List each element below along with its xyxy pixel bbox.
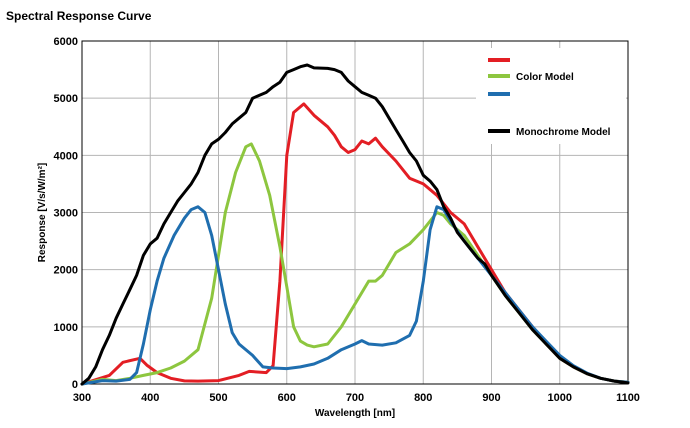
x-tick-label: 900 bbox=[482, 392, 500, 404]
series-lines bbox=[80, 63, 630, 386]
y-tick-label: 3000 bbox=[54, 208, 78, 220]
y-tick-label: 4000 bbox=[54, 150, 78, 162]
x-tick-label: 700 bbox=[346, 392, 364, 404]
legend: Color Model Monochrome Model bbox=[476, 48, 626, 144]
legend-label: Monochrome Model bbox=[516, 127, 611, 138]
y-tick-label: 5000 bbox=[54, 93, 78, 105]
chart-title: Spectral Response Curve bbox=[6, 9, 152, 23]
y-tick-label: 2000 bbox=[54, 265, 78, 277]
x-tick-label: 500 bbox=[209, 392, 227, 404]
x-tick-label: 300 bbox=[73, 392, 91, 404]
x-axis-ticks: 300 400 500 600 700 800 900 1000 1100 bbox=[73, 392, 640, 404]
y-axis-ticks: 0 1000 2000 3000 4000 5000 6000 bbox=[54, 36, 78, 391]
x-tick-label: 400 bbox=[141, 392, 159, 404]
y-tick-label: 1000 bbox=[54, 322, 78, 334]
y-tick-label: 0 bbox=[72, 379, 78, 391]
series-line-3 bbox=[80, 205, 630, 386]
legend-label: Color Model bbox=[516, 72, 574, 83]
series-line-4 bbox=[80, 63, 630, 386]
x-tick-label: 1100 bbox=[616, 392, 640, 404]
plot-frame bbox=[81, 40, 629, 385]
x-tick-label: 800 bbox=[414, 392, 432, 404]
y-axis-label: Response [V/s/W/m²] bbox=[37, 163, 48, 262]
x-axis-label: Wavelength [nm] bbox=[315, 408, 395, 419]
grid-lines bbox=[81, 40, 629, 385]
y-tick-label: 6000 bbox=[54, 36, 78, 48]
x-tick-label: 1000 bbox=[548, 392, 572, 404]
x-tick-label: 600 bbox=[278, 392, 296, 404]
